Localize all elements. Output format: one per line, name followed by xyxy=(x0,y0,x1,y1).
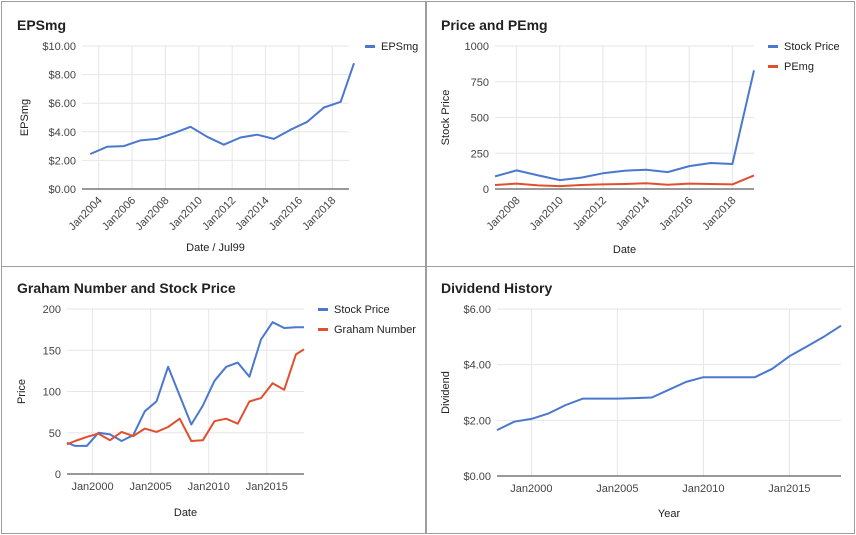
dividend-y-tick-label: $2.00 xyxy=(463,415,491,427)
dividend-x-tick-label: Jan2010 xyxy=(682,483,724,495)
epsmg-y-axis-label: EPSmg xyxy=(19,99,31,136)
price-pemg-legend-swatch xyxy=(768,65,778,68)
price-pemg-x-tick-label: Jan2018 xyxy=(700,195,738,233)
dividend-x-axis-label: Year xyxy=(658,508,681,520)
chart-graham: Graham Number and Stock Price 0 50 100 150 20… xyxy=(16,280,416,519)
graham-title: Graham Number and Stock Price xyxy=(17,280,236,296)
graham-series-line-2 xyxy=(66,348,305,446)
epsmg-x-tick-label: Jan2010 xyxy=(167,195,205,233)
epsmg-x-tick-label: Jan2008 xyxy=(133,195,171,233)
dividend-title: Dividend History xyxy=(441,280,552,296)
graham-x-axis-label: Date xyxy=(174,507,197,519)
price-pemg-y-tick-label: 1000 xyxy=(465,41,489,53)
price-pemg-legend-swatch xyxy=(768,45,778,48)
epsmg-y-tick-label: $10.00 xyxy=(42,41,76,53)
epsmg-legend-label: EPSmg xyxy=(381,41,418,53)
graham-legend-swatch xyxy=(318,308,328,311)
price-pemg-y-tick-label: 750 xyxy=(471,77,489,89)
epsmg-y-tick-label: $6.00 xyxy=(48,98,76,110)
graham-x-tick-label: Jan2005 xyxy=(130,481,172,493)
epsmg-x-axis-label: Date / Jul99 xyxy=(186,242,245,254)
dividend-x-tick-label: Jan2005 xyxy=(596,483,638,495)
dividend-x-tick-label: Jan2000 xyxy=(510,483,552,495)
graham-legend-label: Stock Price xyxy=(334,304,390,316)
price-pemg-x-tick-label: Jan2012 xyxy=(571,195,609,233)
price-pemg-legend-label: Stock Price xyxy=(784,41,840,53)
epsmg-x-tick-label: Jan2018 xyxy=(300,195,338,233)
epsmg-title: EPSmg xyxy=(17,17,66,33)
price-pemg-y-axis-label: Stock Price xyxy=(440,90,452,146)
chart-epsmg: EPSmg $0.00 $2.00 $4.00 $6.00 $8.00 $10.00 Jan2… xyxy=(17,17,418,254)
dividend-y-tick-label: $0.00 xyxy=(463,471,491,483)
price-pemg-series-line-1 xyxy=(494,70,755,182)
epsmg-y-tick-label: $0.00 xyxy=(48,184,76,196)
epsmg-y-tick-label: $8.00 xyxy=(48,70,76,82)
price-pemg-x-tick-label: Jan2010 xyxy=(528,195,566,233)
graham-y-tick-label: 50 xyxy=(49,428,61,440)
chart-dividend: Dividend History $0.00 $2.00 $4.00 $6.00 Jan2… xyxy=(440,280,842,520)
price-pemg-y-tick-label: 250 xyxy=(471,148,489,160)
epsmg-x-tick-label: Jan2004 xyxy=(66,195,104,233)
epsmg-x-tick-label: Jan2006 xyxy=(100,195,138,233)
price-pemg-y-tick-label: 500 xyxy=(471,113,489,125)
panel-dividend: Dividend History $0.00 $2.00 $4.00 $6.00 Jan2… xyxy=(426,266,855,534)
graham-x-tick-label: Jan2010 xyxy=(188,481,230,493)
price-pemg-x-tick-label: Jan2016 xyxy=(657,195,695,233)
price-pemg-series-line-2 xyxy=(494,174,755,188)
price-pemg-y-tick-label: 0 xyxy=(483,184,489,196)
graham-y-axis-label: Price xyxy=(16,379,28,404)
graham-series-line-1 xyxy=(66,321,304,447)
epsmg-series-line-1 xyxy=(89,62,355,155)
graham-y-tick-label: 0 xyxy=(55,469,61,481)
price-pemg-legend-label: PEmg xyxy=(784,61,814,73)
graham-legend-label: Graham Number xyxy=(334,324,416,336)
graham-legend-swatch xyxy=(318,328,328,331)
epsmg-x-tick-label: Jan2014 xyxy=(233,195,271,233)
epsmg-x-tick-label: Jan2016 xyxy=(267,195,305,233)
dividend-series-line-1 xyxy=(496,324,842,431)
graham-x-tick-label: Jan2015 xyxy=(246,481,288,493)
dividend-y-tick-label: $4.00 xyxy=(463,360,491,372)
dividend-x-tick-label: Jan2015 xyxy=(768,483,810,495)
price-pemg-title: Price and PEmg xyxy=(441,17,548,33)
panel-price-pemg: Price and PEmg 0 250 500 750 1000 Jan2008 Jan20… xyxy=(426,1,855,267)
panel-graham: Graham Number and Stock Price 0 50 100 150 20… xyxy=(1,266,426,534)
epsmg-y-tick-label: $2.00 xyxy=(48,155,76,167)
graham-x-tick-label: Jan2000 xyxy=(71,481,113,493)
panel-epsmg: EPSmg $0.00 $2.00 $4.00 $6.00 $8.00 $10.00 Jan2… xyxy=(1,1,426,267)
graham-y-tick-label: 100 xyxy=(43,387,61,399)
epsmg-legend-swatch xyxy=(365,45,375,48)
price-pemg-x-tick-label: Jan2014 xyxy=(614,195,652,233)
graham-y-tick-label: 200 xyxy=(43,304,61,316)
price-pemg-x-tick-label: Jan2008 xyxy=(484,195,522,233)
dividend-y-axis-label: Dividend xyxy=(440,371,452,414)
epsmg-y-tick-label: $4.00 xyxy=(48,127,76,139)
price-pemg-x-axis-label: Date xyxy=(613,244,636,256)
dividend-y-tick-label: $6.00 xyxy=(463,304,491,316)
graham-y-tick-label: 150 xyxy=(43,345,61,357)
epsmg-x-tick-label: Jan2012 xyxy=(200,195,238,233)
